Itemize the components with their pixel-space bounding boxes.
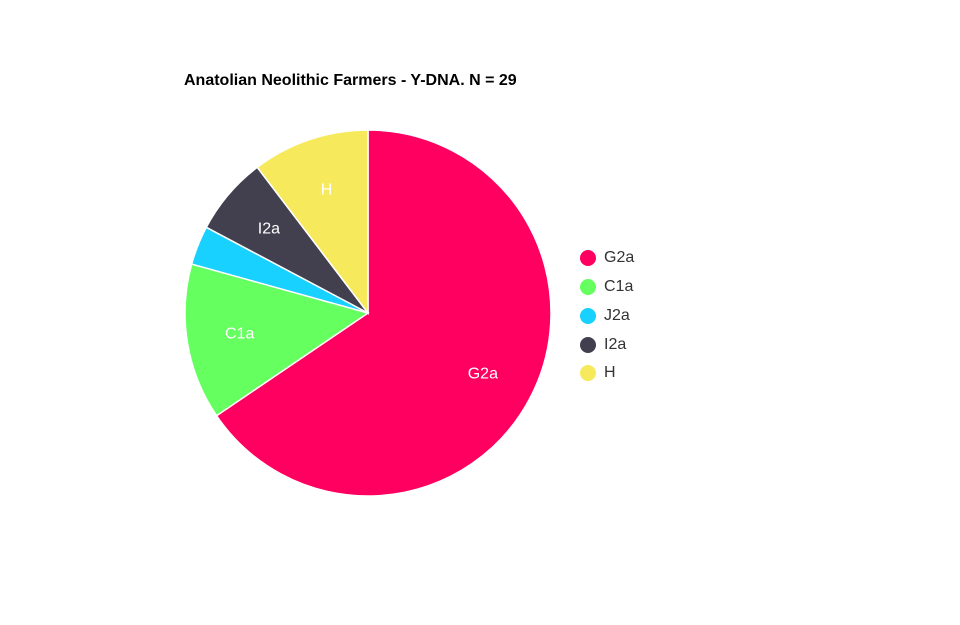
pie-slice-h[interactable] <box>256 129 369 316</box>
legend-item-j2a[interactable]: J2a <box>580 302 634 331</box>
slice-label-g2a: G2a <box>468 365 498 382</box>
pie-slice-g2a[interactable] <box>215 129 552 497</box>
legend-swatch <box>580 365 596 382</box>
legend-label: G2a <box>604 249 635 267</box>
legend-swatch <box>580 307 596 324</box>
legend-label: J2a <box>604 306 630 324</box>
legend-label: H <box>604 364 616 382</box>
pie-slice-c1a[interactable] <box>184 263 370 417</box>
legend-label: I2a <box>604 335 627 353</box>
chart-title: Anatolian Neolithic Farmers - Y-DNA. N =… <box>184 72 517 89</box>
pie-slice-labels: G2a C1a I2a H <box>225 181 498 382</box>
legend-swatch <box>580 336 596 353</box>
slice-label-i2a: I2a <box>258 220 280 237</box>
pie-slices <box>184 129 552 497</box>
slice-label-h: H <box>321 181 333 198</box>
legend-item-h[interactable]: H <box>580 359 634 388</box>
legend-swatch <box>580 250 596 267</box>
legend-item-g2a[interactable]: G2a <box>580 244 634 273</box>
legend: G2a C1a J2a I2a H <box>580 244 634 388</box>
legend-item-c1a[interactable]: C1a <box>580 273 634 302</box>
legend-label: C1a <box>604 278 634 296</box>
legend-item-i2a[interactable]: I2a <box>580 330 634 359</box>
legend-swatch <box>580 279 596 296</box>
slice-label-c1a: C1a <box>225 326 254 343</box>
